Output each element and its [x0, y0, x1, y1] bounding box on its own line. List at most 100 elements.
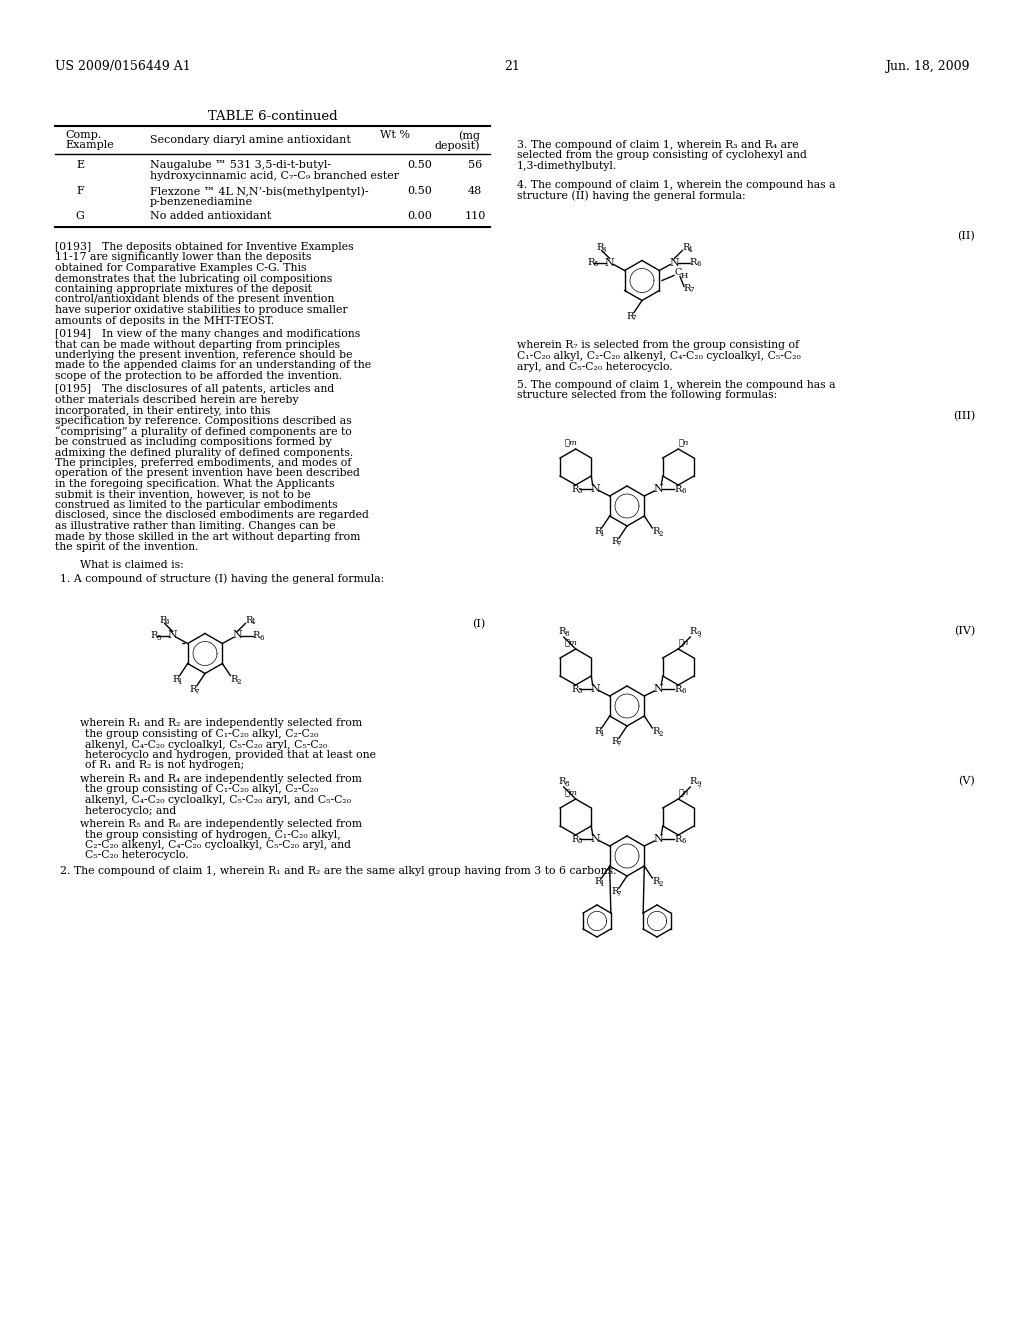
Text: the group consisting of C₁-C₂₀ alkyl, C₂-C₂₀: the group consisting of C₁-C₂₀ alkyl, C₂… [85, 784, 318, 795]
Text: construed as limited to the particular embodiments: construed as limited to the particular e… [55, 500, 338, 510]
Text: disclosed, since the disclosed embodiments are regarded: disclosed, since the disclosed embodimen… [55, 511, 369, 520]
Text: [0195] The disclosures of all patents, articles and: [0195] The disclosures of all patents, a… [55, 384, 334, 395]
Text: The principles, preferred embodiments, and modes of: The principles, preferred embodiments, a… [55, 458, 351, 469]
Text: R: R [571, 484, 579, 494]
Text: the group consisting of hydrogen, C₁-C₂₀ alkyl,: the group consisting of hydrogen, C₁-C₂₀… [85, 829, 341, 840]
Text: R: R [675, 484, 682, 494]
Text: 1: 1 [177, 677, 182, 685]
Text: R: R [596, 243, 603, 252]
Text: heterocyclo; and: heterocyclo; and [85, 805, 176, 816]
Text: C₂-C₂₀ alkenyl, C₄-C₂₀ cycloalkyl, C₅-C₂₀ aryl, and: C₂-C₂₀ alkenyl, C₄-C₂₀ cycloalkyl, C₅-C₂… [85, 840, 351, 850]
Text: 48: 48 [468, 186, 482, 195]
Text: 9: 9 [696, 780, 700, 788]
Text: N: N [591, 484, 600, 494]
Text: demonstrates that the lubricating oil compositions: demonstrates that the lubricating oil co… [55, 273, 332, 284]
Text: R: R [571, 834, 579, 843]
Text: “comprising” a plurality of defined components are to: “comprising” a plurality of defined comp… [55, 426, 352, 437]
Text: 5: 5 [594, 260, 598, 268]
Text: Jun. 18, 2009: Jun. 18, 2009 [886, 59, 970, 73]
Text: R: R [675, 834, 682, 843]
Text: (II): (II) [957, 231, 975, 240]
Text: R: R [246, 616, 253, 624]
Text: N: N [605, 257, 614, 268]
Text: R: R [558, 627, 565, 636]
Text: R: R [652, 528, 660, 536]
Text: 7: 7 [195, 688, 200, 696]
Text: 6: 6 [681, 487, 686, 495]
Text: N: N [670, 257, 679, 268]
Text: 1. A compound of structure (I) having the general formula:: 1. A compound of structure (I) having th… [60, 573, 384, 583]
Text: 9: 9 [696, 630, 700, 638]
Text: 6: 6 [681, 837, 686, 845]
Text: R: R [159, 616, 166, 624]
Text: (IV): (IV) [953, 626, 975, 636]
Text: R: R [558, 777, 565, 787]
Text: 1,3-dimethylbutyl.: 1,3-dimethylbutyl. [517, 161, 617, 172]
Text: N: N [653, 484, 664, 494]
Text: C₁-C₂₀ alkyl, C₂-C₂₀ alkenyl, C₄-C₂₀ cycloalkyl, C₅-C₂₀: C₁-C₂₀ alkyl, C₂-C₂₀ alkenyl, C₄-C₂₀ cyc… [517, 351, 801, 360]
Text: scope of the protection to be afforded the invention.: scope of the protection to be afforded t… [55, 371, 342, 381]
Text: What is claimed is:: What is claimed is: [80, 561, 183, 570]
Text: incorporated, in their entirety, into this: incorporated, in their entirety, into th… [55, 405, 270, 416]
Text: 2: 2 [658, 880, 663, 888]
Text: N: N [653, 684, 664, 694]
Text: R: R [253, 631, 260, 640]
Text: 2: 2 [658, 730, 663, 738]
Text: ,: , [699, 780, 701, 788]
Text: of R₁ and R₂ is not hydrogen;: of R₁ and R₂ is not hydrogen; [85, 760, 245, 771]
Text: R: R [683, 284, 690, 293]
Text: selected from the group consisting of cyclohexyl and: selected from the group consisting of cy… [517, 150, 807, 161]
Text: admixing the defined plurality of defined components.: admixing the defined plurality of define… [55, 447, 353, 458]
Text: Example: Example [65, 140, 114, 150]
Text: alkenyl, C₄-C₂₀ cycloalkyl, C₅-C₂₀ aryl, C₅-C₂₀: alkenyl, C₄-C₂₀ cycloalkyl, C₅-C₂₀ aryl,… [85, 739, 328, 750]
Text: wherein R₅ and R₆ are independently selected from: wherein R₅ and R₆ are independently sele… [80, 818, 362, 829]
Text: 4: 4 [251, 619, 256, 627]
Text: (III): (III) [952, 411, 975, 421]
Text: 5. The compound of claim 1, wherein the compound has a: 5. The compound of claim 1, wherein the … [517, 380, 836, 389]
Text: 6: 6 [259, 634, 263, 642]
Text: 0.00: 0.00 [408, 211, 432, 220]
Text: R: R [611, 887, 618, 896]
Text: ℓm: ℓm [564, 639, 578, 647]
Text: 0.50: 0.50 [408, 160, 432, 170]
Text: F: F [76, 186, 84, 195]
Text: that can be made without departing from principles: that can be made without departing from … [55, 339, 340, 350]
Text: ,: , [699, 630, 701, 638]
Text: [0194] In view of the many changes and modifications: [0194] In view of the many changes and m… [55, 329, 360, 339]
Text: (V): (V) [958, 776, 975, 787]
Text: deposit): deposit) [434, 140, 480, 150]
Text: 5: 5 [157, 634, 161, 642]
Text: 3: 3 [165, 619, 169, 627]
Text: 1: 1 [599, 880, 604, 888]
Text: R: R [189, 685, 197, 694]
Text: in the foregoing specification. What the Applicants: in the foregoing specification. What the… [55, 479, 335, 488]
Text: Secondary diaryl amine antioxidant: Secondary diaryl amine antioxidant [150, 135, 351, 145]
Text: alkenyl, C₄-C₂₀ cycloalkyl, C₅-C₂₀ aryl, and C₅-C₂₀: alkenyl, C₄-C₂₀ cycloalkyl, C₅-C₂₀ aryl,… [85, 795, 351, 805]
Text: wherein R₃ and R₄ are independently selected from: wherein R₃ and R₄ are independently sele… [80, 774, 361, 784]
Text: C: C [675, 268, 682, 277]
Text: 3. The compound of claim 1, wherein R₃ and R₄ are: 3. The compound of claim 1, wherein R₃ a… [517, 140, 799, 150]
Text: be construed as including compositions formed by: be construed as including compositions f… [55, 437, 332, 447]
Text: R: R [594, 528, 601, 536]
Text: hydroxycinnamic acid, C₇-C₉ branched ester: hydroxycinnamic acid, C₇-C₉ branched est… [150, 172, 399, 181]
Text: control/antioxidant blends of the present invention: control/antioxidant blends of the presen… [55, 294, 335, 305]
Text: US 2009/0156449 A1: US 2009/0156449 A1 [55, 59, 190, 73]
Text: R: R [689, 627, 697, 636]
Text: 7: 7 [616, 540, 622, 548]
Text: No added antioxidant: No added antioxidant [150, 211, 271, 220]
Text: specification by reference. Compositions described as: specification by reference. Compositions… [55, 416, 351, 426]
Text: 56: 56 [468, 160, 482, 170]
Text: wherein R₇ is selected from the group consisting of: wherein R₇ is selected from the group co… [517, 341, 799, 351]
Text: R: R [150, 631, 158, 640]
Text: 11-17 are significantly lower than the deposits: 11-17 are significantly lower than the d… [55, 252, 311, 263]
Text: aryl, and C₅-C₂₀ heterocyclo.: aryl, and C₅-C₂₀ heterocyclo. [517, 362, 673, 371]
Text: wherein R₁ and R₂ are independently selected from: wherein R₁ and R₂ are independently sele… [80, 718, 362, 729]
Text: R: R [587, 257, 594, 267]
Text: R: R [571, 685, 579, 693]
Text: 7: 7 [616, 890, 622, 898]
Text: E: E [76, 160, 84, 170]
Text: obtained for Comparative Examples C-G. This: obtained for Comparative Examples C-G. T… [55, 263, 306, 273]
Text: R: R [611, 537, 618, 546]
Text: underlying the present invention, reference should be: underlying the present invention, refere… [55, 350, 352, 360]
Text: ℓm: ℓm [564, 789, 578, 797]
